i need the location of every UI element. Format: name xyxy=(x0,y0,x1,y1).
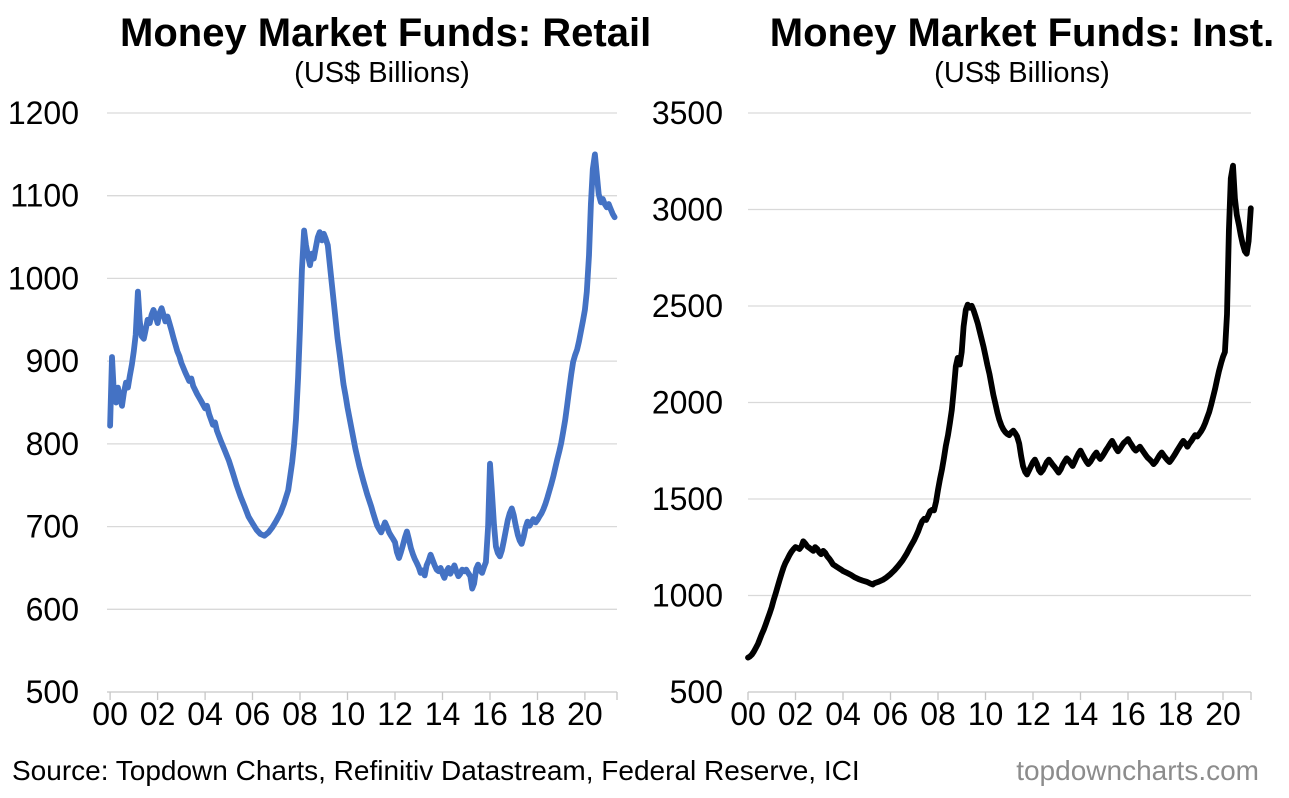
y-tick-label: 2000 xyxy=(652,385,723,421)
y-tick-label: 900 xyxy=(26,343,79,379)
x-tick-label: 04 xyxy=(187,696,223,732)
retail-money-market-fund-assets-line xyxy=(107,151,618,592)
source-text: Source: Topdown Charts, Refinitiv Datast… xyxy=(12,755,860,786)
x-tick-label: 18 xyxy=(1158,696,1194,732)
x-tick-label: 10 xyxy=(968,696,1004,732)
inst-chart-subtitle: (US$ Billions) xyxy=(934,57,1110,89)
y-tick-label: 1000 xyxy=(652,578,723,614)
institutional-money-market-fund-assets-line xyxy=(745,162,1254,661)
y-tick-label: 1100 xyxy=(10,178,79,214)
inst-chart-header: Money Market Funds: Inst. (US$ Billions) xyxy=(760,10,1284,90)
y-tick-label: 700 xyxy=(26,509,79,545)
x-tick-label: 14 xyxy=(425,696,461,732)
x-tick-label: 00 xyxy=(730,696,766,732)
x-tick-label: 12 xyxy=(1015,696,1051,732)
y-tick-label: 3000 xyxy=(652,192,723,228)
y-tick-label: 3500 xyxy=(652,95,723,131)
y-tick-label: 2500 xyxy=(652,288,723,324)
x-tick-label: 06 xyxy=(235,696,271,732)
x-tick-label: 08 xyxy=(920,696,956,732)
x-tick-label: 20 xyxy=(567,696,603,732)
x-tick-label: 06 xyxy=(873,696,909,732)
y-tick-label: 600 xyxy=(26,591,79,627)
retail-x-axis-labels: 00 02 04 06 08 10 12 14 16 18 20 xyxy=(92,696,602,732)
retail-y-gridlines xyxy=(107,112,617,610)
x-tick-label: 16 xyxy=(1110,696,1146,732)
retail-x-axis-ticks xyxy=(109,692,618,700)
watermark-text: topdowncharts.com xyxy=(1016,755,1259,786)
x-tick-label: 02 xyxy=(778,696,814,732)
x-tick-label: 00 xyxy=(92,696,128,732)
inst-y-gridlines xyxy=(748,112,1251,597)
x-tick-label: 20 xyxy=(1205,696,1241,732)
y-tick-label: 1500 xyxy=(652,481,723,517)
x-tick-label: 04 xyxy=(825,696,861,732)
x-tick-label: 10 xyxy=(330,696,366,732)
inst-x-axis-labels: 00 02 04 06 08 10 12 14 16 18 20 xyxy=(730,696,1241,732)
x-tick-label: 08 xyxy=(282,696,318,732)
retail-chart-subtitle: (US$ Billions) xyxy=(294,57,470,89)
retail-y-axis-labels: 500 600 700 800 900 1000 1100 1200 xyxy=(8,95,79,710)
y-tick-label: 500 xyxy=(26,674,79,710)
y-tick-label: 500 xyxy=(670,674,723,710)
inst-y-axis-labels: 500 1000 1500 2000 2500 3000 3500 xyxy=(652,95,723,710)
inst-chart-title: Money Market Funds: Inst. xyxy=(769,11,1275,55)
x-tick-label: 14 xyxy=(1063,696,1099,732)
retail-chart-header: Money Market Funds: Retail (US$ Billions… xyxy=(120,10,652,90)
x-tick-label: 18 xyxy=(520,696,556,732)
y-tick-label: 800 xyxy=(26,426,79,462)
x-tick-label: 12 xyxy=(377,696,413,732)
retail-chart-title: Money Market Funds: Retail xyxy=(120,11,652,55)
x-tick-label: 02 xyxy=(140,696,176,732)
retail-chart-area: 500 600 700 800 900 1000 1100 1200 00 02 04 06 08 10 1… xyxy=(8,95,618,732)
y-tick-label: 1200 xyxy=(8,95,79,131)
x-tick-label: 16 xyxy=(472,696,508,732)
inst-x-axis-ticks xyxy=(747,692,1252,700)
y-tick-label: 1000 xyxy=(8,260,79,296)
inst-chart-area: 500 1000 1500 2000 2500 3000 3500 00 02 04 06 08 10 1… xyxy=(652,95,1254,732)
